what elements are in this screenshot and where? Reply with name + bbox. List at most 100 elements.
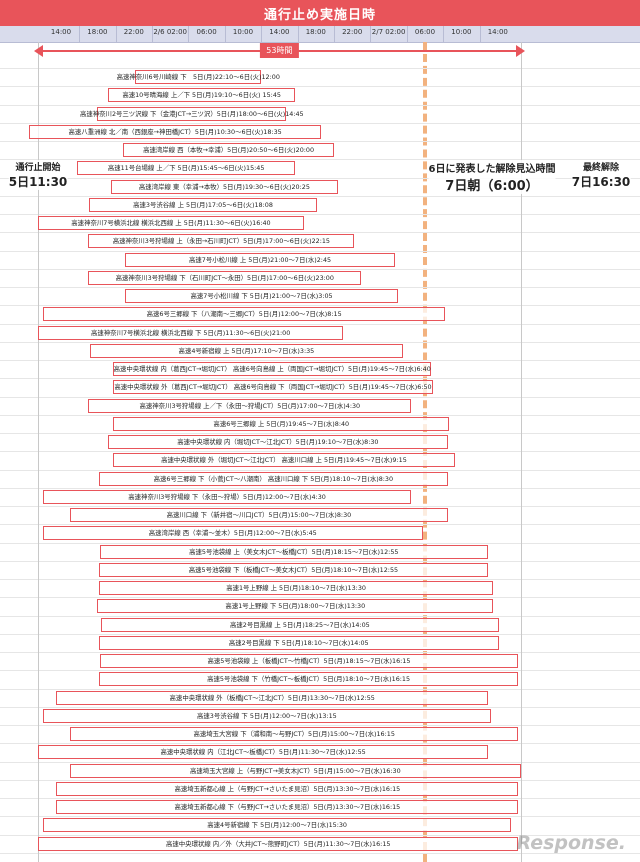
grid-row-line: [0, 816, 640, 818]
closure-bar: [113, 416, 450, 431]
closure-bar: [99, 654, 519, 668]
closure-bar-label: 高速7号小松川線 上 5日(月)21:00～7日(水)2:45: [189, 255, 332, 264]
closure-bar: [38, 745, 488, 760]
closure-bar-label: 高速埼玉大宮線 上（与野JCT→美女木JCT）5日(月)15:00～7日(水)1…: [189, 766, 401, 775]
watermark-logo: Response.: [516, 832, 626, 854]
closure-bar: [38, 216, 304, 230]
closure-bar-label: 高速神奈川7号横浜北線 横浜北西線 上 5日(月)11:30～6日(火)16:4…: [71, 219, 271, 227]
closure-bar-label: 高速4号新宿線 下 5日(月)12:00～7日(水)15:30: [207, 821, 348, 830]
closure-bar: [89, 197, 317, 212]
closure-bar: [88, 398, 412, 413]
closure-bar: [76, 161, 296, 176]
grid-row-line: [0, 487, 640, 489]
closure-bar-label: 高速中央環状線 内（堀切JCT～江北JCT）5日(月)19:10～7日(水)8:…: [177, 438, 379, 446]
closure-bar-label: 高速川口線 下（新井宿～川口JCT）5日(月)15:00～7日(水)8:30: [166, 511, 352, 519]
closure-bar-label: 高速中央環状線 外（葛西JCT→堀切JCT） 高速6号向島線 下（両国JCT→堀…: [114, 383, 432, 392]
span-boundary-line: [520, 42, 522, 862]
chart-grid: [0, 42, 640, 862]
closure-bar: [124, 252, 396, 267]
closure-bar-label: 高速4号新宿線 上 5日(月)17:10～7日(水)3:35: [178, 346, 315, 355]
closure-bar-label: 高速1号上野線 上 5日(月)18:10～7日(水)13:30: [226, 584, 366, 592]
time-axis: 14:00 18:00 22:00 2/6 02:00 06:00 10:00 14:00 1…: [0, 26, 640, 43]
closure-bar: [38, 836, 519, 851]
closure-bar-label: 高速神奈川3号狩場線 上（永田→石川町JCT）5日(月)17:00～6日(火)2…: [112, 237, 330, 246]
grid-row-line: [0, 506, 640, 507]
grid-row-line: [0, 542, 640, 544]
closure-bar: [111, 179, 338, 194]
end-annotation-value: 7日16:30: [571, 175, 631, 189]
closure-bar: [70, 508, 448, 522]
grid-row-line: [0, 633, 640, 635]
grid-row-line: [0, 524, 640, 526]
closure-bar: [42, 307, 446, 322]
grid-row-line: [0, 725, 640, 726]
closure-bar: [113, 453, 455, 468]
grid-row-line: [0, 652, 640, 653]
grid-row-line: [0, 451, 640, 453]
axis-tick-label: 18:00: [87, 28, 108, 36]
closure-bar-label: 高速中央環状線 内／外（大井JCT～熊野町JCT）5日(月)11:30～7日(水…: [166, 839, 391, 848]
closure-bar-label: 高速中央環状線 内（江北JCT～板橋JCT）5日(月)11:30～7日(水)12…: [160, 748, 366, 757]
estimate-annotation-caption: 6日に発表した解除見込時間: [428, 164, 556, 175]
closure-bar: [42, 708, 491, 723]
closure-bar-label: 高速神奈川3号狩場線 上／下（永田～狩場JCT）5日(月)17:00～7日(水)…: [139, 401, 361, 410]
axis-tick-label: 10:00: [451, 28, 472, 36]
grid-row-line: [0, 250, 640, 252]
grid-row-line: [0, 232, 640, 234]
closure-bar-label: 高速神奈川3号狩場線 下（永田～狩場）5日(月)12:00～7日(水)4:30: [128, 492, 326, 501]
estimate-annotation: 6日に発表した解除見込時間 7日朝（6:00）: [428, 160, 556, 194]
closure-bar-label: 高速中央環状線 内（葛西JCT→堀切JCT） 高速6号向島線 上（両国JCT→堀…: [113, 365, 431, 373]
grid-row-line: [0, 396, 640, 398]
closure-bar: [88, 234, 355, 249]
axis-separator: [334, 26, 335, 42]
closure-bar-label: 高速2号目黒線 下 5日(月)18:10～7日(水)14:05: [228, 638, 369, 647]
grid-row-line: [0, 323, 640, 325]
closure-bar: [56, 800, 519, 814]
closure-bar-label: 高速神奈川3号狩場線 下（石川町JCT～永田）5日(月)17:00～6日(火)2…: [115, 273, 334, 282]
grid-row-line: [0, 268, 640, 270]
closure-bar: [98, 562, 488, 577]
duration-span: 53時間: [34, 42, 525, 60]
axis-tick-label: 14:00: [50, 28, 72, 36]
closure-bar: [98, 471, 448, 486]
closure-bar-label: 高速1号上野線 下 5日(月)18:00～7日(水)13:30: [225, 602, 366, 611]
axis-tick-label: 22:00: [342, 28, 363, 36]
closure-bar: [113, 380, 433, 395]
closure-bar-label: 高速埼玉大宮線 下（浦和南～与野JCT）5日(月)15:00～7日(水)16:1…: [193, 730, 395, 738]
closure-bar: [124, 289, 399, 303]
axis-tick-label: 14:00: [269, 28, 290, 36]
axis-tick-label: 22:00: [123, 28, 144, 36]
closure-bar-label: 高速7号小松川線 下 5日(月)21:00～7日(水)3:05: [190, 292, 333, 300]
grid-row-line: [0, 305, 640, 307]
closure-bar-label: 高速10号晴海線 上／下 5日(月)19:10～6日(火) 15:45: [122, 91, 281, 100]
closure-bar-label: 高速6号三郷線 上 5日(月)19:45～7日(水)8:40: [213, 419, 350, 428]
axis-separator: [152, 26, 153, 42]
grid-row-line: [0, 159, 640, 161]
chart-title: 通行止め実施日時: [0, 0, 640, 26]
closure-bar-label: 高速5号池袋線 下（竹橋JCT～板橋JCT）5日(月)18:10～7日(水)16…: [207, 675, 411, 684]
axis-separator: [443, 26, 445, 42]
grid-row-line: [0, 560, 640, 562]
closure-bar: [98, 635, 499, 650]
axis-separator: [406, 26, 408, 42]
grid-row-line: [0, 615, 640, 617]
grid-row-line: [0, 341, 640, 343]
closure-bar-label: 高速5号池袋線 下（板橋JCT～美女木JCT）5日(月)18:10～7日(水)1…: [188, 565, 399, 574]
axis-separator: [479, 26, 481, 42]
start-annotation: 通行止開始 5日11:30: [8, 160, 68, 190]
grid-row-line: [0, 360, 640, 361]
end-annotation: 最終解除 7日16:30: [571, 160, 631, 190]
arrow-right-icon: [515, 45, 525, 57]
closure-bar: [108, 435, 448, 449]
closure-bar: [42, 526, 423, 541]
axis-separator: [188, 26, 190, 42]
closure-bar-label: 高速5号池袋線 上（美女木JCT～板橋JCT）5日(月)18:15～7日(水)1…: [189, 547, 399, 556]
span-boundary-line: [38, 42, 40, 862]
axis-separator: [370, 26, 372, 42]
grid-row-line: [0, 68, 640, 69]
grid-row-line: [0, 104, 640, 106]
grid-row-line: [0, 469, 640, 471]
closure-bar: [42, 818, 512, 833]
axis-tick-label: 2/7 02:00: [371, 28, 406, 36]
closure-bar-label: 高速中央環状線 外（堀切JCT～江北JCT） 高速川口線 上 5日(月)19:4…: [161, 456, 407, 465]
